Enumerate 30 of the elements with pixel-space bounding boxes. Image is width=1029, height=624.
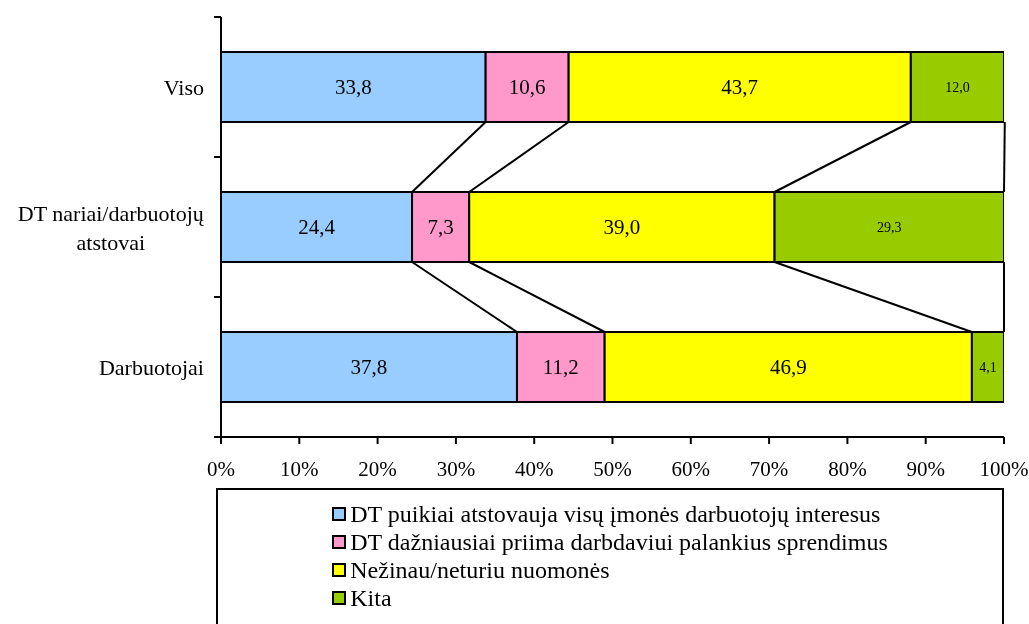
data-label: 7,3 bbox=[427, 215, 454, 239]
data-label: 46,9 bbox=[769, 355, 807, 379]
data-label: 39,0 bbox=[603, 215, 641, 239]
x-tick-label: 30% bbox=[436, 456, 476, 481]
data-label: 43,7 bbox=[721, 75, 759, 99]
data-label: 12,0 bbox=[945, 79, 970, 95]
x-tick-label: 50% bbox=[593, 456, 632, 481]
x-tick-label: 100% bbox=[979, 456, 1029, 481]
legend-label: DT dažniausiai priima darbdaviui palankius sprendimus bbox=[350, 528, 888, 556]
legend-label: Nežinau/neturiu nuomonės bbox=[350, 556, 610, 584]
legend-label: Kita bbox=[350, 584, 392, 612]
x-tick-label: 10% bbox=[280, 456, 319, 481]
data-label: 37,8 bbox=[350, 355, 388, 379]
data-label: 4,1 bbox=[979, 359, 997, 375]
legend-label: DT puikiai atstovauja visų įmonės darbuotojų interesus bbox=[350, 500, 881, 528]
x-tick-label: 90% bbox=[906, 456, 945, 481]
y-tick-label: Viso bbox=[163, 74, 204, 100]
x-tick-label: 0% bbox=[207, 456, 235, 481]
data-label: 24,4 bbox=[298, 215, 336, 239]
y-tick-label: DT nariai/darbuotojų atstovai bbox=[17, 200, 205, 254]
x-tick-label: 70% bbox=[749, 456, 789, 481]
data-label: 33,8 bbox=[334, 75, 372, 99]
x-tick-label: 80% bbox=[828, 456, 867, 481]
data-label: 29,3 bbox=[877, 219, 902, 235]
data-label: 10,6 bbox=[508, 75, 546, 99]
x-tick-label: 20% bbox=[358, 456, 397, 481]
y-tick-label: Darbuotojai bbox=[98, 354, 205, 380]
data-label: 11,2 bbox=[542, 355, 579, 379]
x-tick-label: 60% bbox=[671, 456, 711, 481]
x-tick-label: 40% bbox=[514, 456, 554, 481]
